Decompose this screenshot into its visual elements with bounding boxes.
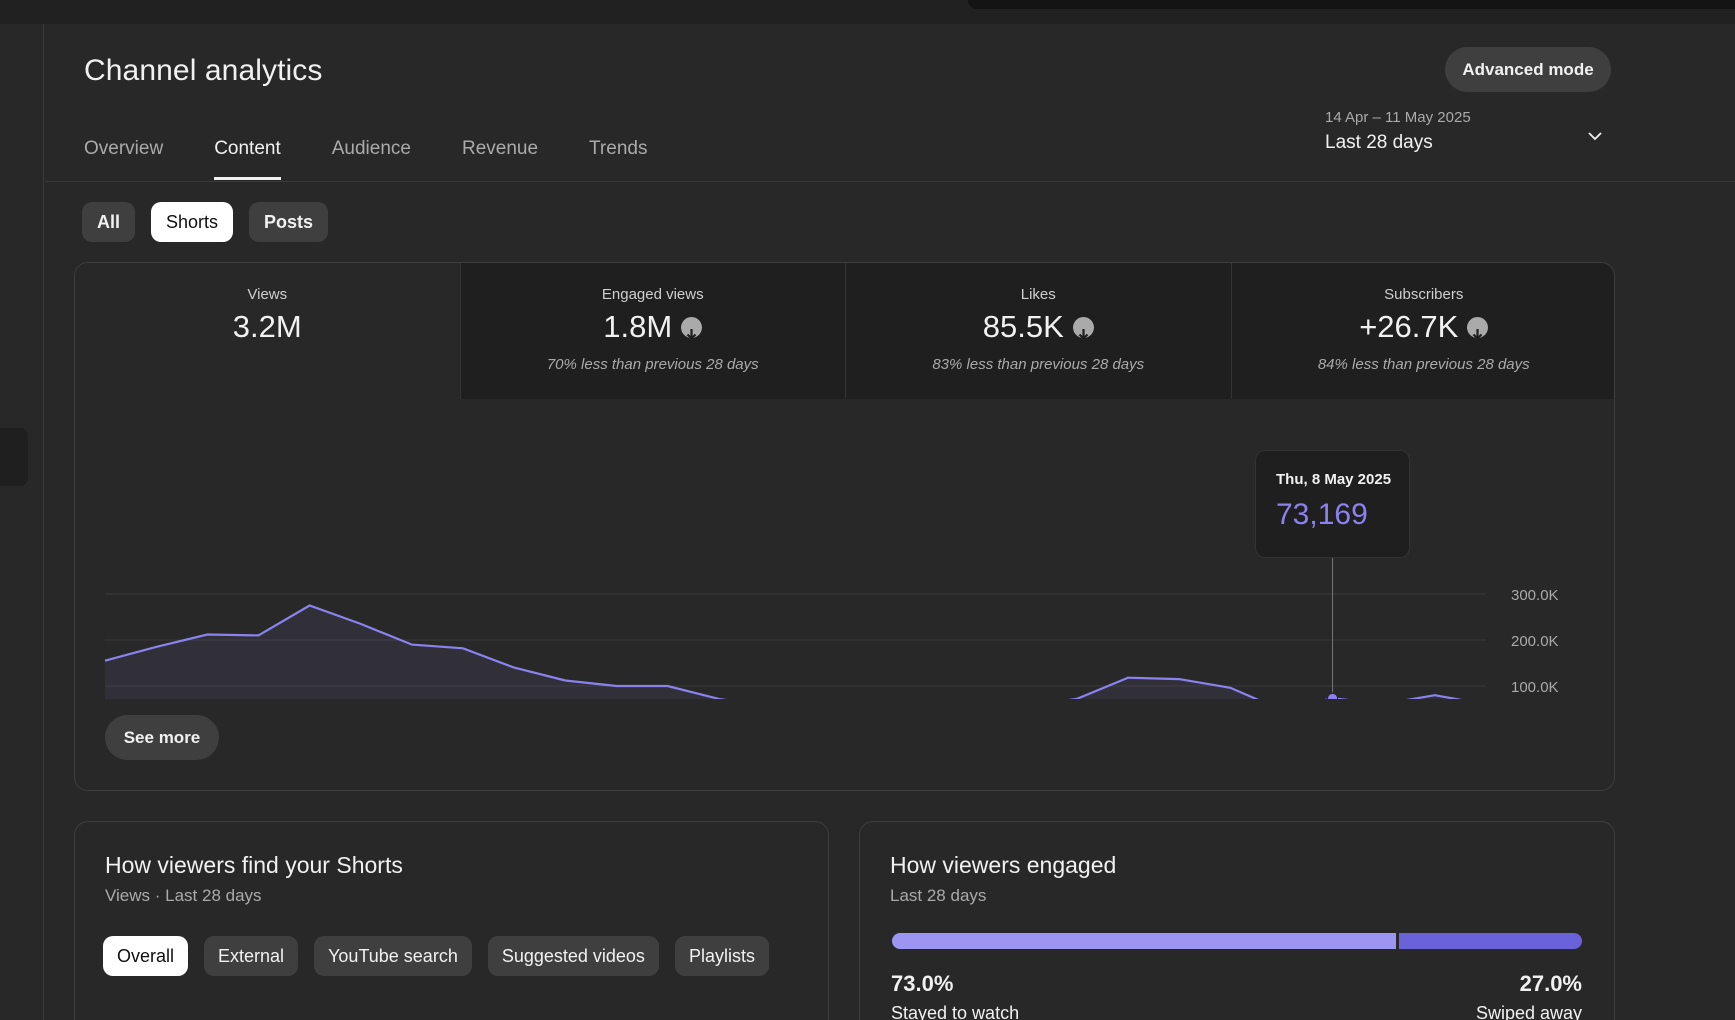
y-tick-label: 300.0K — [1511, 587, 1559, 604]
tooltip-date: Thu, 8 May 2025 — [1276, 471, 1392, 488]
stayed-bar-segment — [892, 933, 1396, 949]
down-arrow-icon — [1467, 316, 1489, 340]
tab-revenue[interactable]: Revenue — [461, 138, 539, 159]
tabs-divider — [45, 181, 1735, 182]
tab-trends[interactable]: Trends — [589, 138, 648, 159]
stayed-percentage: 73.0% — [891, 971, 954, 996]
source-chip-suggested-videos[interactable]: Suggested videos — [487, 936, 659, 976]
card-subtitle: Last 28 days — [890, 886, 987, 905]
see-more-button[interactable]: See more — [105, 715, 219, 760]
source-chip-external[interactable]: External — [204, 936, 299, 976]
source-chip-youtube-search[interactable]: YouTube search — [314, 936, 472, 976]
date-range-label: Last 28 days — [1325, 132, 1433, 153]
down-arrow-icon — [681, 316, 703, 340]
metric-tab-likes[interactable]: Likes 85.5K 83% less than previous 28 days — [845, 263, 1231, 399]
page-title: Channel analytics — [84, 54, 323, 87]
swiped-label: Swiped away — [1475, 1003, 1582, 1020]
filter-chip-shorts[interactable]: Shorts — [151, 202, 234, 242]
metric-value-text: 85.5K — [982, 309, 1064, 344]
metric-comparison: 84% less than previous 28 days — [1317, 356, 1530, 373]
date-range-text: 14 Apr – 11 May 2025 — [1325, 109, 1471, 126]
chevron-down-icon — [1588, 132, 1602, 141]
tab-content[interactable]: Content — [214, 138, 281, 182]
tab-overview[interactable]: Overview — [84, 138, 164, 159]
traffic-sources-card: How viewers find your Shorts Views · Las… — [74, 821, 829, 1020]
metric-value-text: 3.2M — [232, 309, 302, 344]
y-tick-label: 100.0K — [1511, 679, 1559, 696]
tooltip-value: 73,169 — [1276, 498, 1368, 531]
analytics-tabs: Overview Content Audience Revenue Trends — [84, 138, 698, 182]
card-title: How viewers engaged — [890, 852, 1117, 878]
swiped-bar-segment — [1395, 933, 1582, 949]
metric-value-text: 1.8M — [603, 309, 673, 344]
card-title: How viewers find your Shorts — [105, 852, 403, 878]
left-sidebar — [0, 24, 44, 1020]
filter-chip-all[interactable]: All — [82, 202, 136, 242]
y-tick-label: 200.0K — [1511, 633, 1559, 650]
source-chip-overall[interactable]: Overall — [103, 936, 189, 976]
metric-tabs: Views 3.2M Engaged views 1.8M 70% less than … — [75, 263, 1614, 399]
tab-audience[interactable]: Audience — [331, 138, 411, 159]
traffic-source-filters: Overall External YouTube search Suggested v… — [103, 936, 785, 976]
metric-value: 85.5K — [983, 309, 1094, 345]
stayed-label: Stayed to watch — [891, 1003, 1020, 1020]
card-subtitle: Views · Last 28 days — [105, 886, 262, 905]
metric-value: +26.7K — [1359, 309, 1489, 345]
metric-comparison: 70% less than previous 28 days — [546, 356, 759, 373]
metric-value-text: +26.7K — [1359, 309, 1459, 344]
filter-chip-posts[interactable]: Posts — [249, 202, 329, 242]
series-line — [104, 604, 1463, 699]
down-arrow-icon — [1072, 316, 1094, 340]
metric-value: 3.2M — [233, 309, 302, 345]
metric-tab-views[interactable]: Views 3.2M — [75, 263, 460, 399]
metric-value: 1.8M — [603, 309, 703, 345]
engagement-card: How viewers engaged Last 28 days 73.0% 2… — [859, 821, 1615, 1020]
metric-label: Likes — [1020, 286, 1056, 303]
swiped-percentage: 27.0% — [1519, 971, 1582, 996]
top-bar — [0, 0, 1735, 24]
metrics-chart-card: Views 3.2M Engaged views 1.8M 70% less than … — [74, 262, 1615, 791]
engagement-bar — [892, 933, 1582, 949]
metric-comparison: 83% less than previous 28 days — [932, 356, 1145, 373]
content-type-filters: All Shorts Posts — [82, 202, 344, 242]
metric-label: Subscribers — [1384, 286, 1464, 303]
chart-tooltip: Thu, 8 May 2025 73,169 — [1255, 450, 1410, 558]
metric-tab-engaged-views[interactable]: Engaged views 1.8M 70% less than previous … — [459, 263, 845, 399]
hover-point — [1327, 692, 1339, 699]
date-range-picker[interactable]: 14 Apr – 11 May 2025 Last 28 days — [1325, 109, 1605, 165]
series-area — [105, 605, 1457, 699]
metric-tab-subscribers[interactable]: Subscribers +26.7K 84% less than previous … — [1230, 263, 1614, 399]
advanced-mode-button[interactable]: Advanced mode — [1445, 47, 1611, 92]
metric-label: Engaged views — [601, 286, 704, 303]
search-bar[interactable] — [968, 0, 1735, 9]
metric-label: Views — [247, 286, 288, 303]
source-chip-playlists[interactable]: Playlists — [674, 936, 769, 976]
sidebar-collapsed-item[interactable] — [0, 428, 28, 486]
